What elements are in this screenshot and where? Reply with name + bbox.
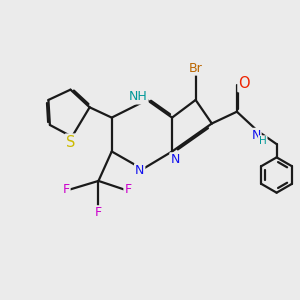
Text: F: F [95,206,102,219]
Text: O: O [238,76,250,91]
Text: H: H [259,136,267,146]
Text: N: N [170,153,180,166]
Text: Br: Br [189,61,202,75]
Text: NH: NH [129,91,148,103]
Text: F: F [124,183,131,196]
Text: F: F [62,183,70,196]
Text: N: N [251,129,261,142]
Text: S: S [66,134,75,149]
Text: N: N [135,164,144,177]
